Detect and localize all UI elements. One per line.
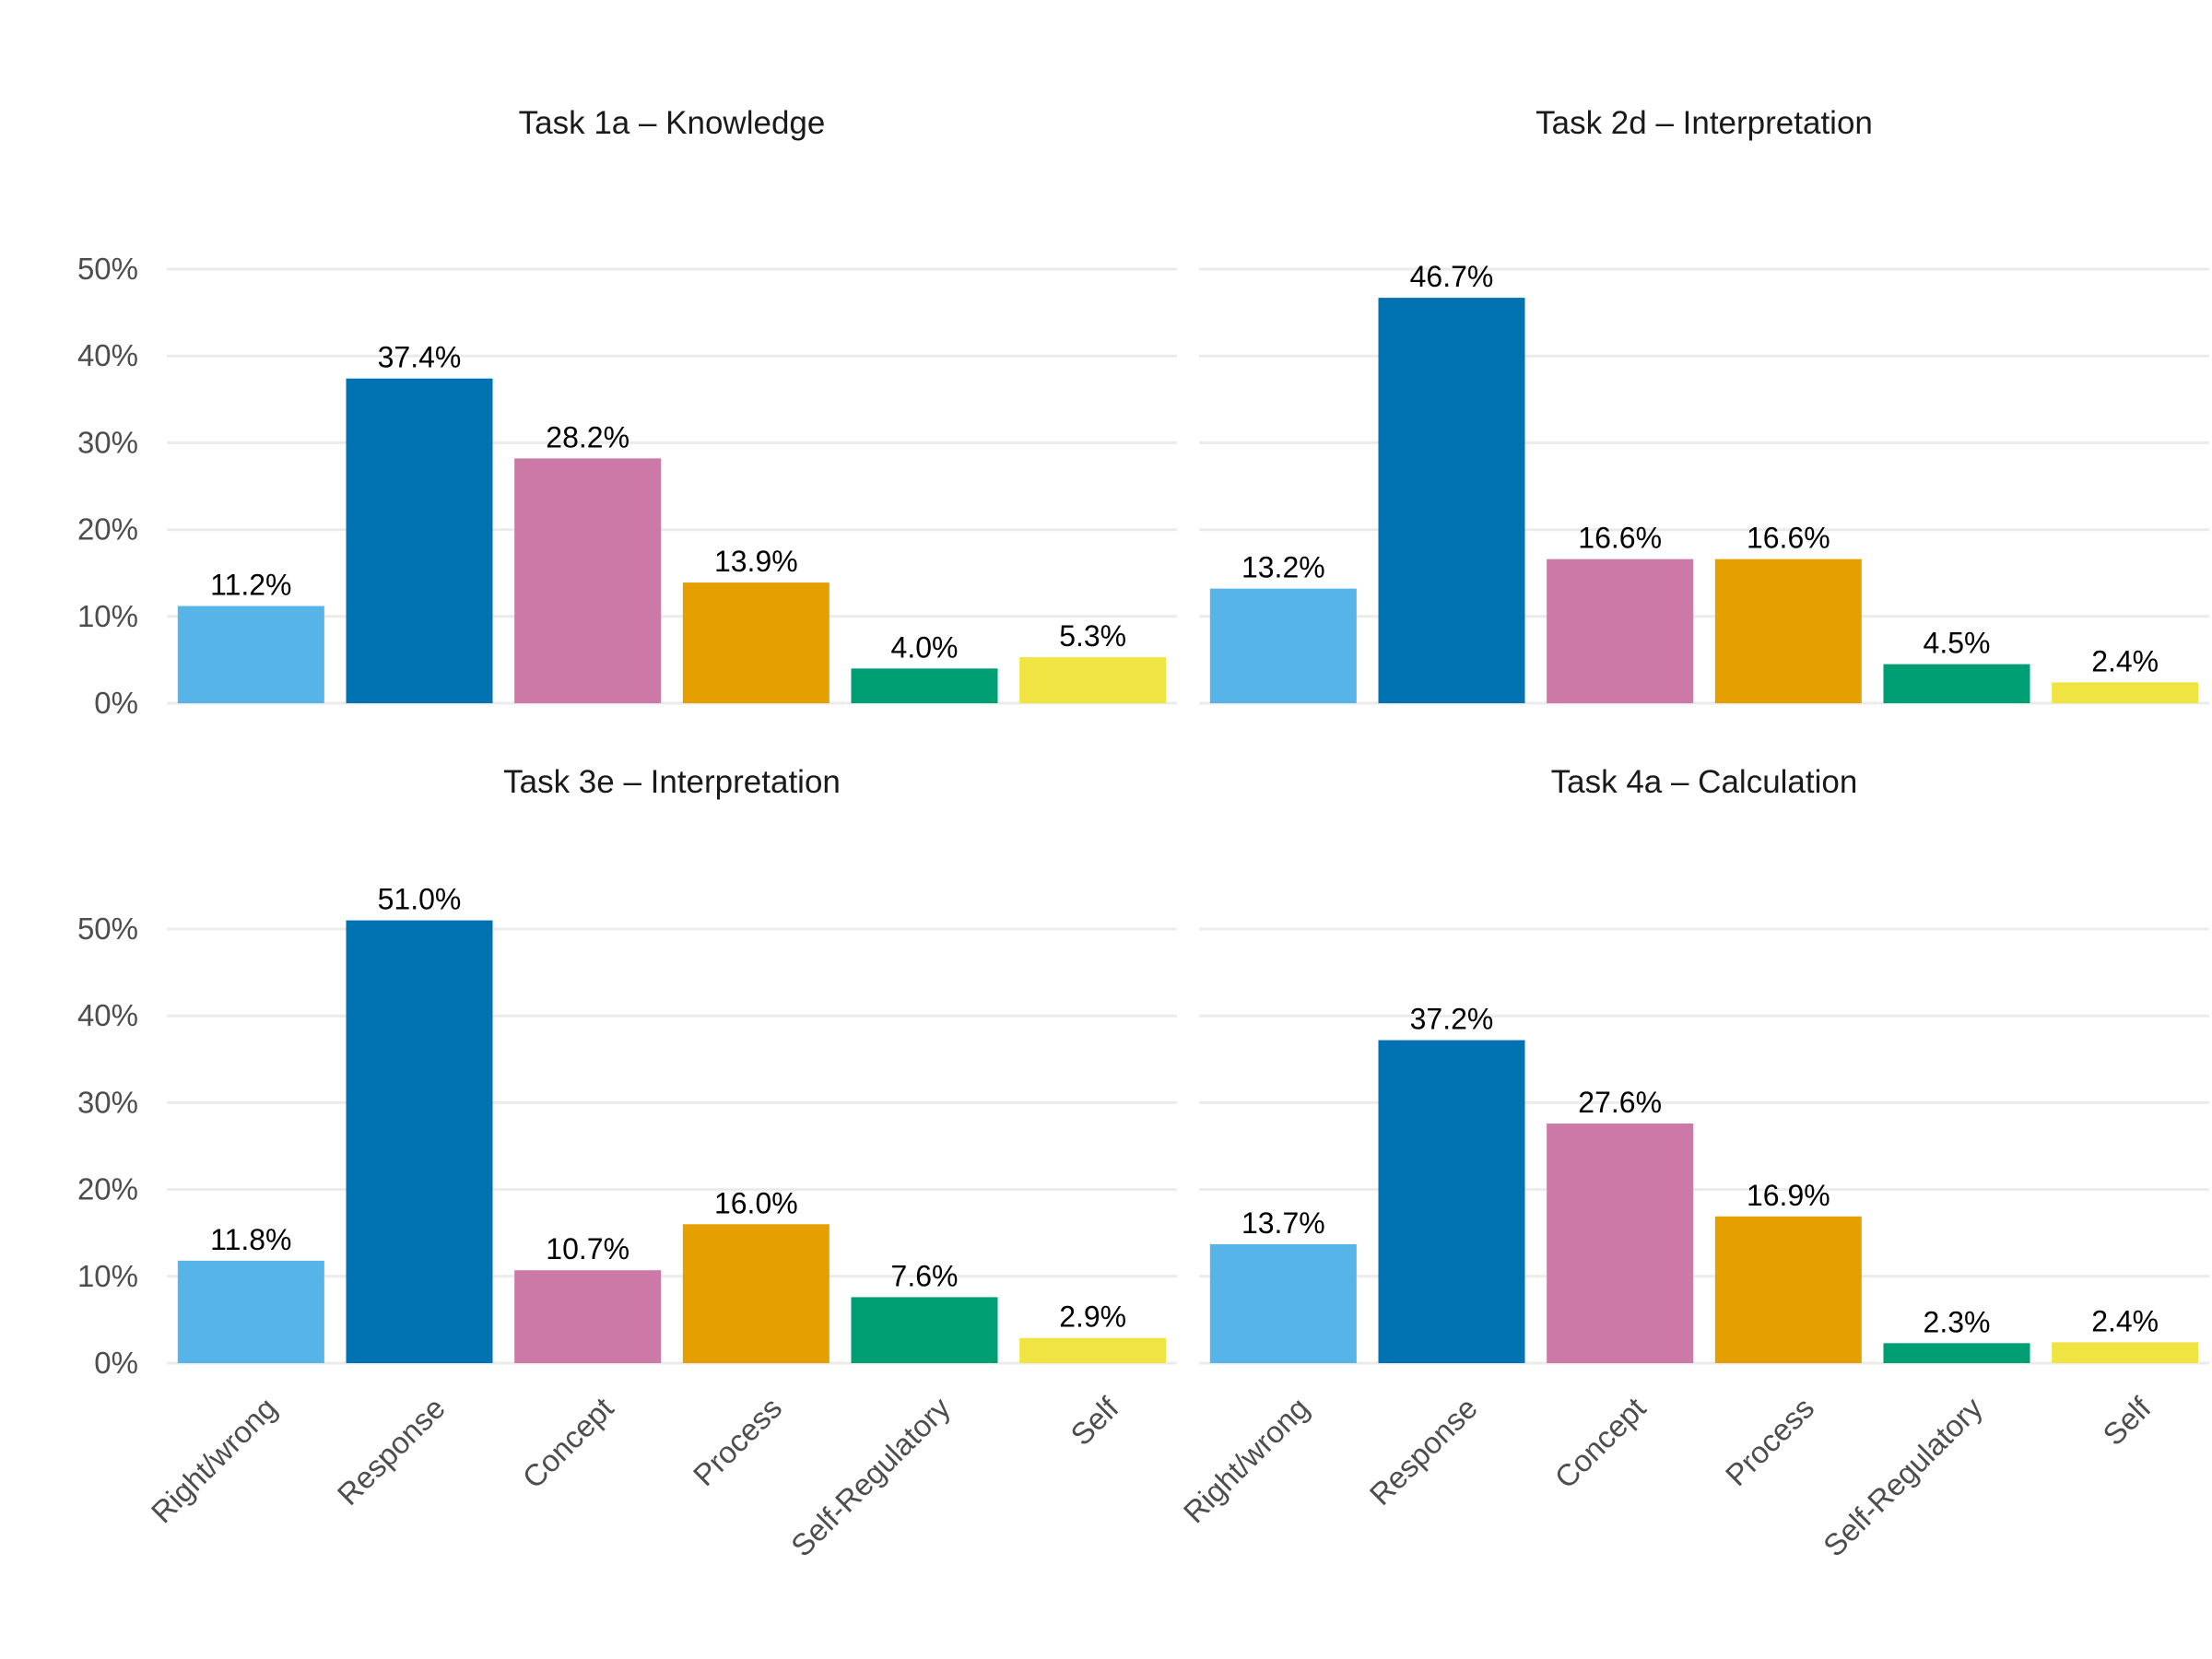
bar-concept	[1547, 559, 1694, 703]
y-tick-label: 30%	[77, 1085, 138, 1119]
bar-right-wrong	[177, 1260, 324, 1363]
bar-response	[1378, 1040, 1525, 1363]
y-tick-label: 30%	[77, 425, 138, 459]
y-tick-label: 50%	[77, 912, 138, 946]
data-label: 51.0%	[378, 883, 462, 916]
panel-title: Task 3e – Interpretation	[503, 764, 841, 800]
bar-self	[1019, 1337, 1167, 1363]
bar-response	[346, 378, 493, 703]
data-label: 13.9%	[714, 545, 798, 578]
bar-process	[1714, 559, 1862, 703]
x-tick-label: Concept	[1548, 1391, 1653, 1495]
bar-self	[2052, 1342, 2199, 1363]
panel-title: Task 2d – Interpretation	[1535, 105, 1873, 141]
bar-right-wrong	[177, 606, 324, 703]
data-label: 2.4%	[2091, 1304, 2159, 1337]
y-tick-label: 20%	[77, 1172, 138, 1206]
data-label: 13.2%	[1241, 551, 1325, 584]
data-label: 46.7%	[1410, 260, 1494, 293]
y-tick-label: 0%	[94, 686, 138, 720]
chart-panel-2: Task 2d – Interpretation 13.2% 46.7% 16.6% 1…	[1199, 105, 2209, 705]
data-label: 2.9%	[1059, 1300, 1126, 1334]
panel-title: Task 1a – Knowledge	[519, 105, 826, 141]
data-label: 16.9%	[1747, 1179, 1830, 1212]
y-tick-label: 40%	[77, 338, 138, 372]
y-tick-label: 20%	[77, 512, 138, 547]
bar-concept	[1547, 1124, 1694, 1363]
y-tick-label: 0%	[94, 1346, 138, 1380]
x-tick-label: Response	[331, 1391, 452, 1512]
data-label: 4.0%	[891, 630, 959, 664]
data-label: 13.7%	[1241, 1206, 1325, 1240]
bar-process	[682, 1224, 830, 1363]
bar-self-regulatory	[851, 1297, 998, 1363]
chart-panel-1: Task 1a – Knowledge 0% 10% 20% 30% 40% 50% 11.2…	[77, 105, 1177, 720]
x-tick-label: Right/wrong	[1177, 1391, 1316, 1530]
y-tick-label: 40%	[77, 998, 138, 1032]
x-tick-label: Right/wrong	[145, 1391, 284, 1530]
x-tick-label: Process	[687, 1391, 788, 1492]
data-label: 27.6%	[1578, 1086, 1662, 1119]
data-label: 16.0%	[714, 1186, 798, 1219]
y-tick-label: 10%	[77, 599, 138, 633]
data-label: 5.3%	[1059, 619, 1126, 653]
data-label: 4.5%	[1924, 627, 1991, 660]
x-tick-label: Self-Regulatory	[1817, 1390, 1989, 1562]
data-label: 2.4%	[2091, 644, 2159, 677]
chart-panel-3: Task 3e – Interpretation 0% 10% 20% 30% 40% 50…	[77, 764, 1177, 1563]
bar-response	[346, 920, 493, 1363]
bar-concept	[514, 1270, 662, 1363]
data-label: 10.7%	[546, 1232, 629, 1265]
bar-self	[1019, 657, 1167, 703]
data-label: 11.8%	[210, 1223, 291, 1256]
data-label: 28.2%	[546, 420, 629, 453]
bar-process	[1714, 1216, 1862, 1363]
chart-panel-4: Task 4a – Calculation 13.7% 37.2% 27.6% 16.9…	[1177, 764, 2209, 1563]
x-tick-label: Self	[1064, 1390, 1125, 1452]
bar-response	[1378, 298, 1525, 703]
bar-self-regulatory	[851, 668, 998, 703]
data-label: 37.4%	[378, 341, 462, 374]
data-label: 11.2%	[210, 568, 291, 601]
bar-process	[682, 582, 830, 703]
data-label: 16.6%	[1747, 522, 1830, 555]
y-tick-label: 50%	[77, 252, 138, 286]
data-label: 2.3%	[1924, 1305, 1991, 1338]
panel-title: Task 4a – Calculation	[1551, 764, 1858, 800]
bar-self	[2052, 682, 2199, 703]
x-tick-label: Self	[2096, 1390, 2158, 1452]
x-tick-label: Self-Regulatory	[784, 1390, 957, 1562]
bar-self-regulatory	[1883, 664, 2030, 703]
bar-right-wrong	[1209, 1243, 1357, 1363]
data-label: 7.6%	[891, 1259, 959, 1292]
data-label: 37.2%	[1410, 1003, 1494, 1036]
x-tick-label: Process	[1719, 1391, 1820, 1492]
y-tick-label: 10%	[77, 1259, 138, 1293]
x-tick-label: Response	[1363, 1391, 1484, 1512]
x-tick-label: Concept	[516, 1391, 620, 1495]
bar-concept	[514, 458, 662, 703]
bar-self-regulatory	[1883, 1343, 2030, 1363]
data-label: 16.6%	[1578, 522, 1662, 555]
bar-right-wrong	[1209, 588, 1357, 703]
